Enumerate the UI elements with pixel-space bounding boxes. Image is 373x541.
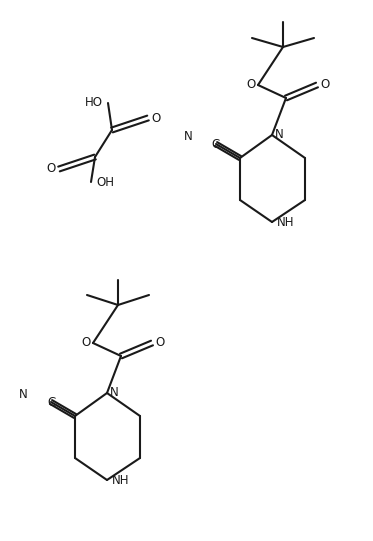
Text: N: N: [184, 130, 192, 143]
Text: O: O: [151, 111, 161, 124]
Text: O: O: [81, 337, 91, 349]
Text: NH: NH: [112, 473, 130, 486]
Text: O: O: [320, 78, 330, 91]
Text: O: O: [46, 162, 56, 175]
Text: O: O: [247, 78, 256, 91]
Text: HO: HO: [85, 96, 103, 109]
Text: N: N: [19, 388, 27, 401]
Text: N: N: [275, 129, 283, 142]
Text: C: C: [47, 395, 55, 408]
Text: C: C: [212, 137, 220, 150]
Text: OH: OH: [96, 175, 114, 188]
Text: N: N: [110, 386, 118, 399]
Text: NH: NH: [277, 215, 295, 228]
Text: O: O: [156, 337, 164, 349]
